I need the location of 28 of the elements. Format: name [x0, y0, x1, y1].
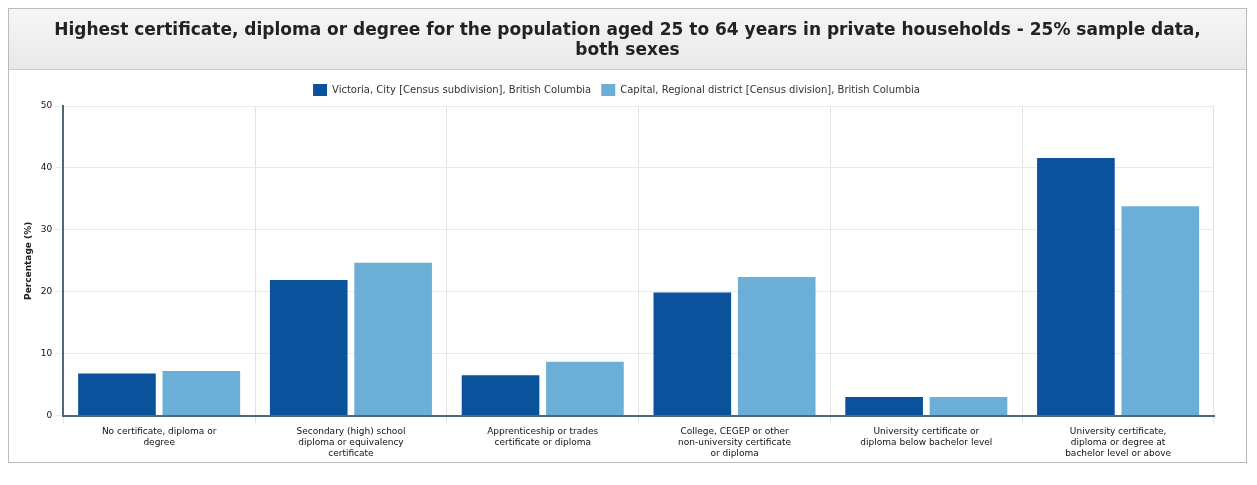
- bar: [269, 280, 348, 416]
- x-tick-label: University certificate or diploma below bachelor level: [860, 426, 993, 448]
- y-tick-label: 40: [40, 162, 53, 173]
- x-tick-label: No certificate, diploma or degree: [101, 426, 217, 448]
- y-tick-label: 10: [40, 348, 53, 359]
- x-tick-label: Apprenticeship or trades certificate or diploma: [487, 426, 599, 448]
- x-tick-label: University certificate, diploma or degree at bachelor level or above: [1065, 426, 1172, 458]
- bar: [546, 361, 624, 416]
- legend-label: Victoria, City [Census subdivision], British Columbia: [332, 83, 592, 95]
- legend-label: Capital, Regional district [Census division], British Columbia: [620, 83, 920, 95]
- y-tick-label: 30: [40, 224, 53, 235]
- bar: [1037, 158, 1115, 416]
- chart-title: Highest certificate, diploma or degree for the population aged 25 to 64 years in private households - 25% sample data, both sexes: [9, 9, 1246, 70]
- y-tick-label: 20: [40, 286, 53, 297]
- bar: [461, 375, 540, 416]
- bar: [737, 276, 816, 416]
- x-tick-label: College, CEGEP or other non-university certificate or diploma: [678, 426, 792, 458]
- bar: [354, 262, 432, 416]
- bar: [653, 292, 732, 416]
- y-axis-title: Percentage (%): [22, 221, 33, 300]
- x-tick-label: Secondary (high) school diploma or equivalency certificate: [296, 426, 406, 458]
- bar: [78, 373, 156, 416]
- bar: [845, 397, 923, 416]
- bar: [929, 397, 1008, 416]
- bar: [162, 371, 241, 416]
- y-tick-label: 0: [46, 409, 53, 420]
- y-tick-label: 50: [40, 100, 53, 111]
- bar: [1121, 206, 1200, 416]
